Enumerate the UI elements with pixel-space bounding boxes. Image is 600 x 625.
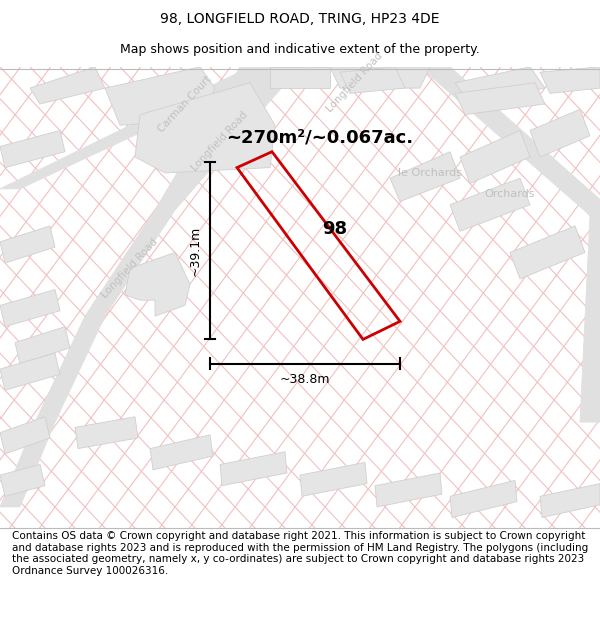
Polygon shape (340, 67, 405, 93)
Text: Carman Court: Carman Court (157, 74, 214, 134)
Polygon shape (375, 473, 442, 507)
Polygon shape (0, 226, 55, 263)
Polygon shape (0, 422, 55, 507)
Polygon shape (85, 210, 175, 316)
Polygon shape (30, 67, 105, 104)
Polygon shape (450, 178, 530, 231)
Polygon shape (220, 452, 287, 486)
Polygon shape (155, 67, 300, 210)
Text: 98, LONGFIELD ROAD, TRING, HP23 4DE: 98, LONGFIELD ROAD, TRING, HP23 4DE (160, 12, 440, 26)
Text: le Orchards: le Orchards (398, 168, 462, 178)
Polygon shape (540, 484, 600, 518)
Polygon shape (510, 226, 585, 279)
Text: Map shows position and indicative extent of the property.: Map shows position and indicative extent… (120, 44, 480, 56)
Polygon shape (135, 82, 275, 173)
Text: ~38.8m: ~38.8m (280, 373, 330, 386)
Text: ~270m²/~0.067ac.: ~270m²/~0.067ac. (226, 129, 413, 147)
Polygon shape (300, 462, 367, 496)
Polygon shape (0, 417, 50, 454)
Polygon shape (15, 327, 70, 364)
Polygon shape (125, 253, 190, 316)
Polygon shape (35, 316, 105, 422)
Polygon shape (530, 109, 590, 157)
Polygon shape (450, 481, 517, 518)
Text: Longfield Road: Longfield Road (100, 237, 160, 300)
Polygon shape (455, 67, 545, 104)
Polygon shape (580, 199, 600, 422)
Text: Longfield Road: Longfield Road (190, 109, 250, 173)
Text: Orchards: Orchards (485, 189, 535, 199)
Polygon shape (0, 67, 270, 189)
Polygon shape (390, 152, 460, 201)
Polygon shape (0, 353, 60, 390)
Polygon shape (0, 464, 45, 496)
Text: Contains OS data © Crown copyright and database right 2021. This information is : Contains OS data © Crown copyright and d… (12, 531, 588, 576)
Polygon shape (420, 67, 600, 216)
Polygon shape (460, 131, 530, 184)
Polygon shape (455, 82, 545, 114)
Text: 98: 98 (322, 220, 347, 238)
Polygon shape (540, 67, 600, 93)
Polygon shape (105, 67, 215, 125)
Polygon shape (75, 417, 138, 449)
Polygon shape (270, 67, 330, 88)
Polygon shape (0, 289, 60, 327)
Text: Longfield Road: Longfield Road (325, 51, 385, 114)
Polygon shape (0, 131, 65, 168)
Text: ~39.1m: ~39.1m (188, 226, 202, 276)
Polygon shape (330, 67, 430, 88)
Polygon shape (150, 435, 213, 470)
